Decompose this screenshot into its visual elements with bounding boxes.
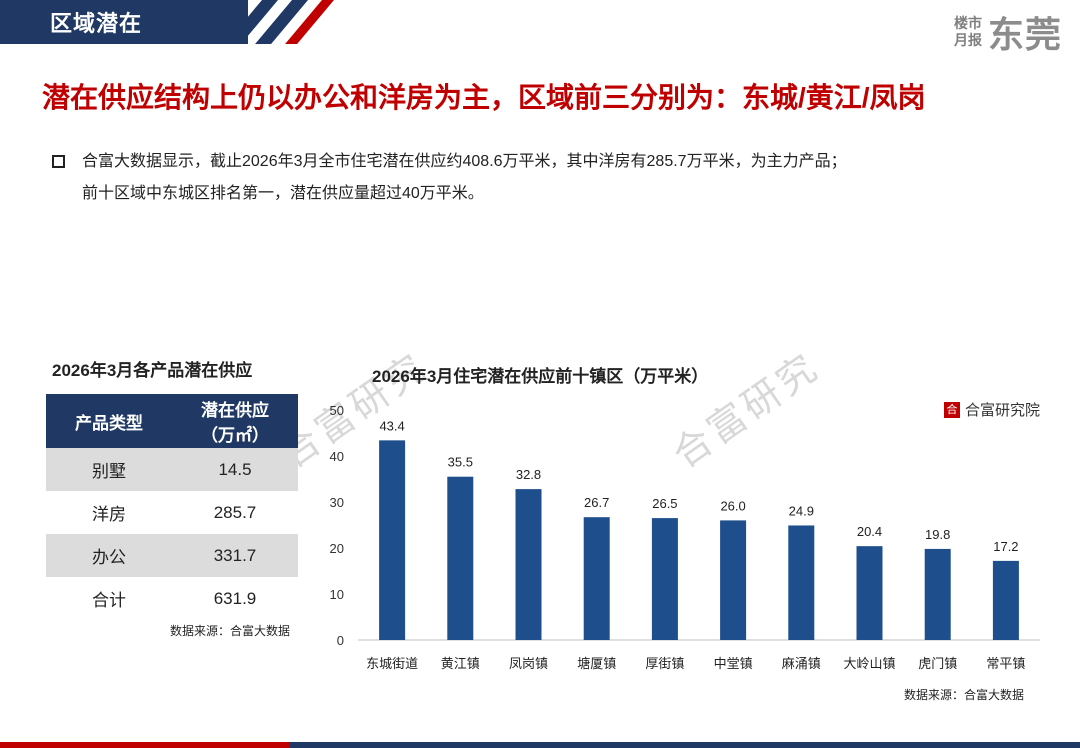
bar	[924, 548, 951, 640]
bar-value-label: 24.9	[789, 503, 814, 518]
x-tick-label: 凤岗镇	[509, 656, 548, 671]
y-tick-label: 0	[337, 633, 344, 648]
table-cell-type: 洋房	[92, 505, 126, 524]
x-tick-label: 麻涌镇	[782, 656, 821, 671]
brand-logo: 楼市 月报 东莞	[954, 6, 1062, 58]
x-tick-label: 黄江镇	[441, 656, 480, 671]
bar-value-label: 35.5	[448, 455, 473, 470]
x-tick-label: 东城街道	[366, 656, 418, 671]
bullet-square-icon	[52, 155, 65, 168]
table-cell-type: 办公	[46, 534, 172, 577]
summary-line-1: 合富大数据显示，截止2026年3月全市住宅潜在供应约408.6万平米，其中洋房有…	[82, 153, 847, 170]
bar-value-label: 32.8	[516, 467, 541, 482]
x-tick-label: 中堂镇	[714, 656, 753, 671]
footer-blue-bar	[290, 742, 1080, 748]
summary-line-2: 前十区域中东城区排名第一，潜在供应量超过40万平米。	[82, 185, 484, 202]
x-tick-label: 塘厦镇	[577, 656, 616, 671]
summary-text: 合富大数据显示，截止2026年3月全市住宅潜在供应约408.6万平米，其中洋房有…	[82, 146, 1042, 210]
y-tick-label: 20	[330, 541, 344, 556]
table-row: 别墅 14.5	[46, 448, 298, 491]
product-table: 产品类型 潜在供应 （万㎡） 别墅 14.5 洋房 285.7 办公 331.7…	[46, 394, 298, 620]
bar	[379, 440, 406, 640]
bar	[447, 476, 474, 640]
table-row: 办公 331.7	[46, 534, 298, 577]
table-title: 2026年3月各产品潜在供应	[52, 361, 253, 380]
table-source: 数据来源：合富大数据	[170, 624, 291, 638]
table-header-supply-line1: 潜在供应	[201, 401, 269, 420]
table-row: 合计 631.9	[46, 577, 298, 620]
bar-value-label: 19.8	[925, 527, 950, 542]
bar-value-label: 20.4	[857, 524, 882, 539]
table-cell-value: 285.7	[213, 502, 257, 522]
bar	[720, 520, 747, 640]
x-tick-label: 常平镇	[986, 656, 1025, 671]
table-cell-type: 合计	[92, 591, 126, 610]
table-row: 洋房 285.7	[46, 491, 298, 534]
logo-text: 合富研究院	[965, 402, 1041, 419]
table-cell-value: 331.7	[172, 534, 298, 577]
brand-small-line2: 月报	[953, 32, 982, 48]
header-bar	[0, 0, 248, 44]
bar	[856, 546, 883, 640]
logo-mark-icon: 合	[944, 401, 960, 418]
chart-source: 数据来源：合富大数据	[904, 688, 1025, 702]
bar-value-label: 26.7	[584, 495, 609, 510]
x-tick-label: 虎门镇	[918, 656, 957, 671]
y-tick-label: 10	[330, 587, 344, 602]
section-title: 区域潜在	[50, 11, 143, 36]
research-logo: 合 合富研究院	[944, 399, 1040, 420]
bar	[788, 525, 815, 640]
bar-value-label: 43.4	[379, 418, 404, 433]
bar	[515, 489, 542, 640]
brand-city: 东莞	[987, 14, 1062, 55]
table-header-row: 产品类型 潜在供应 （万㎡）	[46, 394, 298, 448]
chart-title: 2026年3月住宅潜在供应前十镇区（万平米）	[372, 367, 709, 386]
x-tick-label: 厚街镇	[645, 656, 684, 671]
bar	[992, 560, 1019, 640]
table-header-supply: 潜在供应 （万㎡）	[172, 394, 298, 448]
table-header-type: 产品类型	[46, 394, 172, 448]
bar	[651, 518, 678, 640]
bar-value-label: 17.2	[993, 539, 1018, 554]
y-tick-label: 30	[330, 495, 344, 510]
table-header-supply-line2: （万㎡）	[201, 426, 269, 445]
watermark: 合富研究	[665, 345, 828, 477]
bar-value-label: 26.0	[720, 498, 745, 513]
x-tick-label: 大岭山镇	[843, 656, 895, 671]
bar-value-label: 26.5	[652, 496, 677, 511]
brand-small-line1: 楼市	[953, 15, 982, 31]
bar	[583, 517, 610, 640]
table-cell-value: 14.5	[172, 448, 298, 491]
table-cell-type: 别墅	[46, 448, 172, 491]
table-cell-value: 631.9	[213, 588, 257, 608]
footer-red-bar	[0, 742, 290, 748]
page-title: 潜在供应结构上仍以办公和洋房为主，区域前三分别为：东城/黄江/凤岗	[42, 82, 926, 113]
